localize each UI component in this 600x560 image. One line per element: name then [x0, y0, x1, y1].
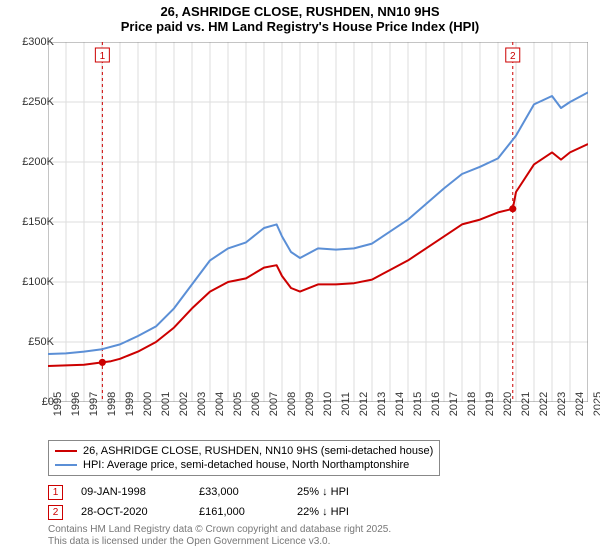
sale-badge: 2	[48, 505, 63, 520]
sale-delta: 25% ↓ HPI	[297, 486, 349, 498]
sale-price: £161,000	[199, 506, 279, 518]
sale-row: 1 09-JAN-1998 £33,000 25% ↓ HPI	[48, 482, 349, 502]
x-tick-label: 1998	[106, 392, 118, 416]
x-tick-label: 2015	[412, 392, 424, 416]
x-tick-label: 2000	[142, 392, 154, 416]
x-tick-label: 2022	[538, 392, 550, 416]
sale-row: 2 28-OCT-2020 £161,000 22% ↓ HPI	[48, 502, 349, 522]
x-tick-label: 2012	[358, 392, 370, 416]
y-tick-label: £250K	[10, 96, 54, 108]
sale-badge: 1	[48, 485, 63, 500]
sale-markers-table: 1 09-JAN-1998 £33,000 25% ↓ HPI 2 28-OCT…	[48, 482, 349, 522]
x-tick-label: 2007	[268, 392, 280, 416]
y-tick-label: £300K	[10, 36, 54, 48]
legend-swatch-line	[55, 450, 77, 452]
x-tick-label: 1995	[52, 392, 64, 416]
x-tick-label: 2020	[502, 392, 514, 416]
sale-date: 09-JAN-1998	[81, 486, 181, 498]
title-line-2: Price paid vs. HM Land Registry's House …	[0, 19, 600, 34]
x-tick-label: 1997	[88, 392, 100, 416]
x-tick-label: 2010	[322, 392, 334, 416]
x-tick-label: 2017	[448, 392, 460, 416]
y-tick-label: £150K	[10, 216, 54, 228]
legend-row: HPI: Average price, semi-detached house,…	[55, 458, 433, 472]
plot-svg: 12	[48, 42, 588, 402]
footer-line-2: This data is licensed under the Open Gov…	[48, 536, 391, 548]
x-tick-label: 2009	[304, 392, 316, 416]
x-tick-label: 2019	[484, 392, 496, 416]
x-tick-label: 1999	[124, 392, 136, 416]
x-tick-label: 2025	[592, 392, 600, 416]
title-block: 26, ASHRIDGE CLOSE, RUSHDEN, NN10 9HS Pr…	[0, 0, 600, 34]
x-tick-label: 2024	[574, 392, 586, 416]
x-tick-label: 2008	[286, 392, 298, 416]
sale-delta: 22% ↓ HPI	[297, 506, 349, 518]
x-tick-label: 2005	[232, 392, 244, 416]
footer: Contains HM Land Registry data © Crown c…	[48, 524, 391, 548]
x-tick-label: 2006	[250, 392, 262, 416]
chart-container: 26, ASHRIDGE CLOSE, RUSHDEN, NN10 9HS Pr…	[0, 0, 600, 560]
x-tick-label: 2018	[466, 392, 478, 416]
sale-date: 28-OCT-2020	[81, 506, 181, 518]
x-tick-label: 2004	[214, 392, 226, 416]
legend-label: HPI: Average price, semi-detached house,…	[83, 458, 409, 472]
x-tick-label: 2001	[160, 392, 172, 416]
x-tick-label: 2016	[430, 392, 442, 416]
chart-area: 12	[48, 42, 588, 402]
x-tick-label: 2003	[196, 392, 208, 416]
x-tick-label: 2002	[178, 392, 190, 416]
x-tick-label: 2023	[556, 392, 568, 416]
svg-text:2: 2	[510, 51, 516, 62]
y-tick-label: £200K	[10, 156, 54, 168]
footer-line-1: Contains HM Land Registry data © Crown c…	[48, 524, 391, 536]
y-tick-label: £50K	[10, 336, 54, 348]
y-tick-label: £100K	[10, 276, 54, 288]
x-tick-label: 1996	[70, 392, 82, 416]
svg-text:1: 1	[100, 51, 106, 62]
title-line-1: 26, ASHRIDGE CLOSE, RUSHDEN, NN10 9HS	[0, 4, 600, 19]
x-tick-label: 2014	[394, 392, 406, 416]
y-tick-label: £0	[10, 396, 54, 408]
legend-label: 26, ASHRIDGE CLOSE, RUSHDEN, NN10 9HS (s…	[83, 444, 433, 458]
legend-swatch-line	[55, 464, 77, 466]
x-tick-label: 2021	[520, 392, 532, 416]
sale-price: £33,000	[199, 486, 279, 498]
legend: 26, ASHRIDGE CLOSE, RUSHDEN, NN10 9HS (s…	[48, 440, 440, 476]
x-tick-label: 2013	[376, 392, 388, 416]
x-tick-label: 2011	[340, 392, 352, 416]
legend-row: 26, ASHRIDGE CLOSE, RUSHDEN, NN10 9HS (s…	[55, 444, 433, 458]
